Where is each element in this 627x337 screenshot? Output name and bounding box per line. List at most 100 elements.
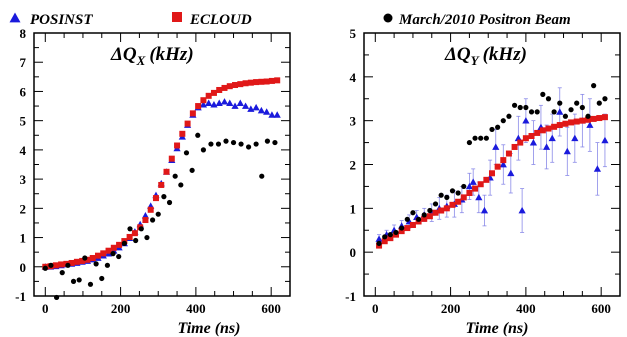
point-ecloud: [528, 133, 535, 140]
point-measured: [382, 234, 388, 240]
point-measured: [245, 144, 252, 150]
legend-ecloud-marker: [172, 12, 182, 22]
point-ecloud: [168, 155, 175, 162]
legend-data-marker: [383, 13, 393, 23]
point-ecloud: [421, 215, 428, 222]
panel-title-right-unit: (kHz): [483, 44, 527, 65]
panel-title-right-sub: Y: [471, 53, 480, 68]
point-measured: [172, 173, 178, 179]
legend-posinst-label: POSINST: [30, 12, 93, 28]
point-measured: [189, 167, 195, 173]
point-posinst: [375, 235, 383, 242]
point-ecloud: [189, 110, 196, 117]
point-measured: [195, 132, 201, 138]
point-measured: [138, 226, 144, 232]
point-measured: [238, 141, 244, 147]
point-posinst: [514, 134, 522, 142]
point-measured: [495, 124, 501, 130]
point-posinst: [257, 106, 265, 114]
x-axis-title-right: Time (ns): [466, 320, 529, 337]
point-posinst: [492, 143, 500, 150]
y-tick-label-right: -1: [345, 289, 356, 304]
y-tick-label-right: 4: [350, 70, 357, 85]
point-measured: [432, 201, 439, 207]
legend-posinst-marker: [9, 12, 21, 23]
point-measured: [215, 141, 222, 147]
point-measured: [70, 278, 77, 284]
point-measured: [48, 262, 54, 268]
x-tick-label-left: 0: [42, 301, 49, 316]
point-posinst: [593, 165, 602, 172]
point-posinst: [220, 98, 229, 105]
point-ecloud: [466, 189, 473, 196]
legend: POSINST ECLOUD March/2010 Positron Beam: [9, 12, 571, 28]
point-measured: [506, 113, 512, 119]
point-ecloud: [110, 244, 117, 251]
point-ecloud: [210, 89, 217, 96]
point-measured: [223, 138, 229, 144]
point-ecloud: [455, 198, 462, 205]
panel-title-left-sub: X: [136, 53, 146, 68]
y-tick-label-right: 2: [350, 158, 357, 173]
x-tick-label-left: 600: [261, 301, 281, 316]
point-posinst: [226, 99, 234, 107]
point-measured: [466, 139, 473, 146]
point-measured: [585, 113, 591, 119]
point-ecloud: [216, 86, 223, 93]
point-measured: [87, 281, 94, 287]
point-ecloud: [258, 78, 265, 85]
point-posinst: [469, 178, 477, 185]
y-tick-label-right: 5: [350, 26, 357, 41]
point-posinst: [601, 136, 609, 144]
point-measured: [461, 183, 467, 190]
panel-title-left-main: ΔQ: [110, 44, 137, 65]
point-measured: [178, 182, 184, 188]
point-posinst: [507, 169, 515, 177]
point-measured: [82, 255, 88, 261]
point-ecloud: [409, 221, 416, 228]
point-ecloud: [174, 142, 181, 149]
point-ecloud: [460, 194, 467, 201]
legend-data-label: March/2010 Positron Beam: [398, 12, 571, 28]
point-measured: [121, 240, 127, 246]
point-posinst: [210, 100, 218, 108]
point-ecloud: [511, 143, 518, 150]
point-ecloud: [84, 256, 91, 263]
point-ecloud: [52, 262, 59, 269]
point-ecloud: [438, 207, 445, 214]
y-tick-label-left: 5: [20, 114, 27, 129]
point-ecloud: [163, 168, 170, 175]
x-tick-label-left: 200: [111, 301, 131, 316]
point-measured: [99, 275, 105, 282]
point-ecloud: [579, 117, 586, 124]
point-measured: [534, 109, 540, 115]
point-measured: [562, 113, 569, 119]
point-ecloud: [568, 119, 575, 126]
point-ecloud: [131, 230, 138, 237]
point-ecloud: [477, 181, 484, 188]
point-ecloud: [200, 97, 207, 104]
point-ecloud: [242, 80, 249, 87]
point-measured: [579, 104, 585, 111]
point-measured: [568, 107, 574, 113]
point-ecloud: [73, 258, 80, 265]
point-ecloud: [534, 129, 541, 136]
point-measured: [259, 173, 265, 179]
point-measured: [540, 91, 546, 97]
point-ecloud: [489, 170, 495, 177]
point-measured: [127, 226, 133, 232]
point-measured: [272, 139, 278, 146]
point-measured: [144, 234, 150, 241]
point-ecloud: [89, 255, 96, 262]
point-ecloud: [556, 122, 563, 129]
point-measured: [133, 237, 139, 244]
point-measured: [517, 104, 523, 111]
point-measured: [557, 100, 563, 106]
plot-frame-left: [33, 32, 291, 297]
point-ecloud: [184, 120, 191, 127]
point-measured: [149, 217, 156, 223]
point-measured: [59, 270, 65, 276]
point-measured: [376, 240, 382, 246]
point-posinst: [141, 212, 150, 219]
panel-title-right: ΔQY (kHz): [444, 44, 527, 68]
